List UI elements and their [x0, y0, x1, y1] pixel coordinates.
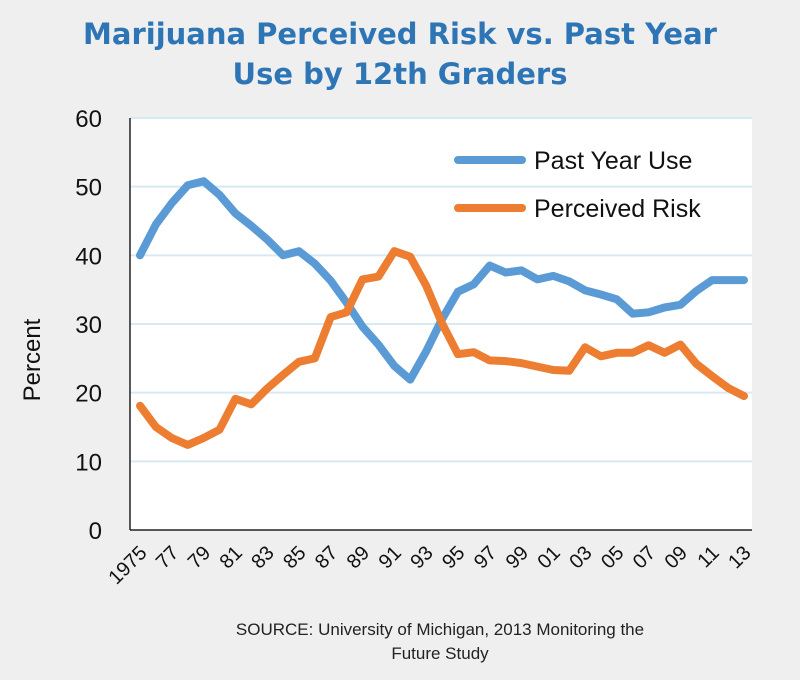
legend-label: Past Year Use — [534, 147, 692, 175]
chart-title: Marijuana Perceived Risk vs. Past Year U… — [0, 14, 800, 94]
x-tick-label: 11 — [694, 542, 724, 572]
series-line-perceived-risk — [136, 247, 748, 449]
x-tick-label: 85 — [279, 542, 310, 573]
gridlines — [130, 117, 752, 530]
x-tick-label: 83 — [247, 542, 278, 573]
x-tick-label: 07 — [629, 542, 660, 573]
x-tick-label: 1975 — [105, 542, 152, 589]
x-tick-label: 79 — [184, 542, 215, 573]
legend-label: Perceived Risk — [534, 195, 701, 223]
y-tick-label: 10 — [75, 449, 102, 476]
y-tick-label: 50 — [75, 175, 102, 202]
x-tick-label: 77 — [152, 542, 183, 573]
x-tick-label: 89 — [343, 542, 374, 573]
y-tick-label: 40 — [75, 243, 102, 270]
y-tick-label: 0 — [89, 518, 102, 545]
source-line-1: SOURCE: University of Michigan, 2013 Mon… — [235, 620, 645, 639]
x-tick-label: 97 — [470, 542, 501, 573]
x-tick-label: 09 — [661, 542, 692, 573]
y-tick-label: 30 — [75, 312, 102, 339]
x-tick-label: 93 — [406, 542, 437, 573]
chart-title-line-1: Marijuana Perceived Risk vs. Past Year — [83, 17, 717, 51]
source-note: SOURCE: University of Michigan, 2013 Mon… — [0, 618, 800, 666]
x-tick-label: 05 — [597, 542, 628, 573]
x-tick-label: 81 — [216, 542, 247, 573]
series-lines — [136, 177, 748, 449]
x-tick-label: 99 — [502, 542, 533, 573]
chart-title-line-2: Use by 12th Graders — [232, 57, 568, 91]
x-tick-label: 87 — [311, 542, 342, 573]
x-tick-label: 01 — [534, 542, 565, 573]
x-tick-label: 91 — [375, 542, 406, 573]
x-tick-label: 95 — [438, 542, 469, 573]
legend: Past Year Use Perceived Risk — [454, 147, 701, 223]
x-tick-label: 13 — [724, 542, 755, 573]
y-tick-label: 60 — [75, 106, 102, 133]
x-tick-label: 03 — [565, 542, 596, 573]
y-tick-label: 20 — [75, 381, 102, 408]
source-line-2: Future Study — [391, 644, 489, 663]
y-axis-label: Percent — [19, 318, 46, 401]
